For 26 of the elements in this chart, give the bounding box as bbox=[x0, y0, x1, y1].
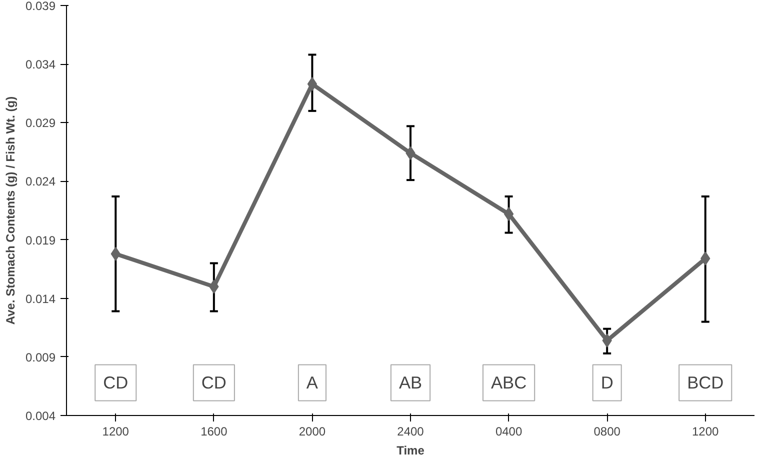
y-tick-label: 0.004 bbox=[25, 409, 56, 423]
x-tick-label: 0400 bbox=[495, 424, 522, 438]
x-tick-label: 1200 bbox=[692, 424, 720, 438]
point bbox=[504, 207, 514, 222]
y-tick-label: 0.019 bbox=[25, 233, 56, 248]
x-tick-label: 2000 bbox=[298, 424, 326, 438]
y-tick-label: 0.034 bbox=[25, 58, 56, 72]
x-tick-label: 0800 bbox=[594, 424, 621, 438]
annotation: ABC bbox=[490, 372, 527, 393]
point bbox=[307, 76, 318, 91]
annotation: CD bbox=[103, 372, 128, 393]
y-tick-label: 0.029 bbox=[25, 116, 56, 130]
annotation: BCD bbox=[687, 372, 724, 393]
annotation: D bbox=[600, 372, 614, 393]
x-tick-label: 1200 bbox=[102, 424, 130, 438]
x-tick-label: 2400 bbox=[397, 424, 424, 438]
annotation: AB bbox=[398, 372, 422, 393]
x-axis-title: Time bbox=[396, 444, 425, 458]
y-tick-label: 0.039 bbox=[25, 0, 56, 13]
y-tick-label: 0.009 bbox=[25, 350, 56, 364]
x-tick-label: 1600 bbox=[200, 424, 228, 438]
y-axis-title: Ave. Stomach Contents (g) / Fish Wt. (g) bbox=[3, 96, 18, 325]
y-tick-label: 0.024 bbox=[25, 174, 56, 189]
annotation: CD bbox=[201, 372, 226, 393]
y-tick-label: 0.014 bbox=[25, 292, 56, 306]
annotation: A bbox=[306, 372, 318, 393]
